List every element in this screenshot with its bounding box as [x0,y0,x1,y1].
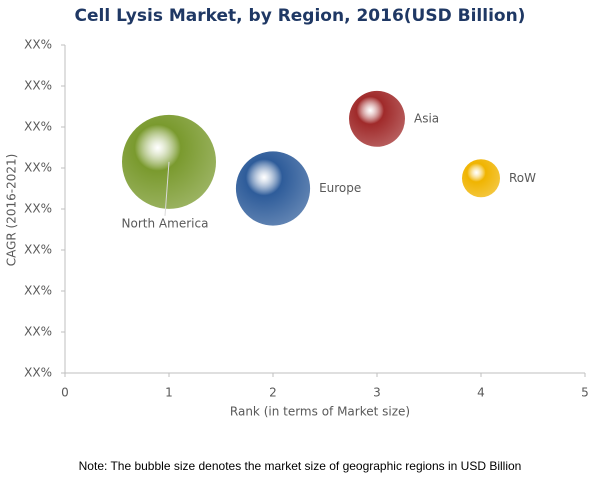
x-tick-label: 0 [61,386,69,400]
note: Note: The bubble size denotes the market… [79,459,522,473]
x-tick-label: 1 [165,386,173,400]
x-axis-label: Rank (in terms of Market size) [230,405,410,419]
bubble [461,159,501,198]
data-label: RoW [509,171,536,185]
y-tick-label: XX% [24,38,52,52]
y-tick-label: XX% [24,284,52,298]
y-tick-label: XX% [24,366,52,380]
y-tick-label: XX% [24,120,52,134]
bubble [235,151,311,226]
y-tick-label: XX% [24,202,52,216]
data-label: Europe [319,181,361,195]
x-tick-label: 5 [581,386,589,400]
x-tick-label: 3 [373,386,381,400]
y-tick-label: XX% [24,325,52,339]
chart-title: Cell Lysis Market, by Region, 2016(USD B… [75,6,526,26]
data-label: Asia [414,111,439,125]
leader-line [164,161,170,216]
y-tick-label: XX% [24,79,52,93]
x-tick-label: 4 [477,386,485,400]
y-axis-label: CAGR (2016-2021) [5,154,19,267]
y-tick-label: XX% [24,243,52,257]
x-tick-label: 2 [269,386,277,400]
y-tick-label: XX% [24,161,52,175]
bubble [349,90,405,147]
data-label: North America [122,216,209,230]
